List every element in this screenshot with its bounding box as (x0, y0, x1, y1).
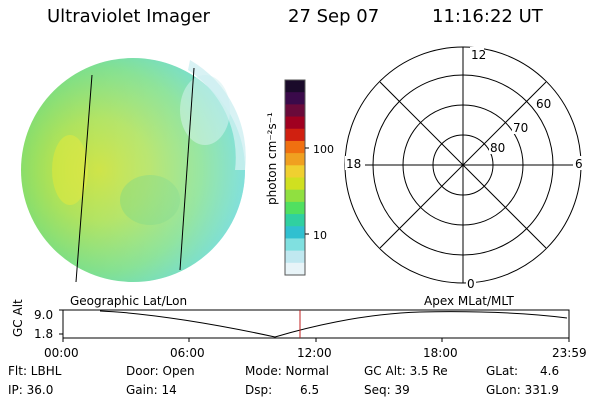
polar-lat-label-80: 80 (490, 141, 505, 155)
colorbar-segment (285, 214, 305, 227)
glat-label: GLat: (486, 364, 519, 378)
orbit-xtick-3: 18:00 (423, 346, 458, 360)
glat-value: 4.6 (540, 364, 560, 378)
gain-status: Gain: 14 (126, 383, 177, 397)
colorbar-unit-label: photon cm⁻²s⁻¹ (265, 112, 279, 205)
colorbar-segment (285, 104, 305, 118)
colorbar-segment (285, 92, 305, 105)
colorbar-segment (285, 189, 305, 203)
polar-mlt-label-6: 6 (575, 157, 583, 171)
orbit-xtick-0: 00:00 (44, 346, 79, 360)
colorbar-segment (285, 165, 305, 179)
colorbar-segment (285, 80, 305, 93)
glon-status: GLon: 331.9 (486, 383, 559, 397)
polar-mlt-label-18: 18 (346, 157, 361, 171)
colorbar-segment (285, 250, 305, 264)
meridian-line-east (179, 67, 195, 271)
observation-date: 27 Sep 07 (288, 6, 380, 27)
colorbar-tick-label-100: 100 (313, 143, 334, 156)
polar-label-bg-0 (466, 277, 476, 289)
colorbar-segment (285, 262, 305, 276)
door-status: Door: Open (126, 364, 195, 378)
polar-label-bg-60 (535, 96, 553, 110)
colorbar-segment (285, 116, 305, 130)
orbit-ytick-bottom: 1.8 (34, 327, 53, 341)
polar-label-bg-18 (345, 156, 365, 170)
orbit-plot (59, 309, 570, 342)
polar-label-bg-70 (512, 120, 530, 134)
polar-label-bg-80 (489, 140, 507, 154)
orbit-xtick-4: 23:59 (552, 346, 587, 360)
orbit-ytick-top: 9.0 (34, 308, 53, 322)
colorbar-segment (285, 177, 305, 191)
polar-label-bg-12 (470, 47, 484, 60)
colorbar-segment (285, 153, 305, 166)
colorbar-segment (285, 128, 305, 142)
geographic-label: Geographic Lat/Lon (70, 294, 187, 308)
orbit-xtick-2: 12:00 (297, 346, 332, 360)
orbit-xtick-1: 06:00 (170, 346, 205, 360)
polar-label-bg-6 (573, 156, 583, 170)
instrument-title: Ultraviolet Imager (47, 6, 210, 27)
dsp-label: Dsp: (245, 383, 273, 397)
mode-status: Mode: Normal (245, 364, 329, 378)
orbit-ylabel: GC Alt (11, 299, 25, 337)
altitude-curve (99, 310, 568, 338)
polar-mlt-label-12: 12 (471, 48, 486, 62)
seq-status: Seq: 39 (364, 383, 410, 397)
colorbar-segment (285, 238, 305, 252)
earth-disc-image (21, 58, 246, 282)
polar-grid (344, 46, 582, 284)
apex-label: Apex MLat/MLT (424, 294, 514, 308)
colorbar-segment (285, 140, 305, 154)
meridian-line-west (75, 74, 93, 283)
polar-mlt-label-0: 0 (467, 277, 475, 291)
colorbar-segment (285, 226, 305, 240)
colorbar-frame (284, 79, 306, 276)
colorbar (285, 80, 305, 276)
filter-status: Flt: LBHL (8, 364, 62, 378)
colorbar-segment (285, 201, 305, 215)
polar-lat-label-60: 60 (536, 97, 551, 111)
gc-alt-status: GC Alt: 3.5 Re (364, 364, 448, 378)
polar-lat-label-70: 70 (513, 121, 528, 135)
observation-time: 11:16:22 UT (432, 6, 543, 27)
colorbar-tick-label-10: 10 (313, 229, 327, 242)
dsp-value: 6.5 (300, 383, 320, 397)
ip-status: IP: 36.0 (8, 383, 54, 397)
